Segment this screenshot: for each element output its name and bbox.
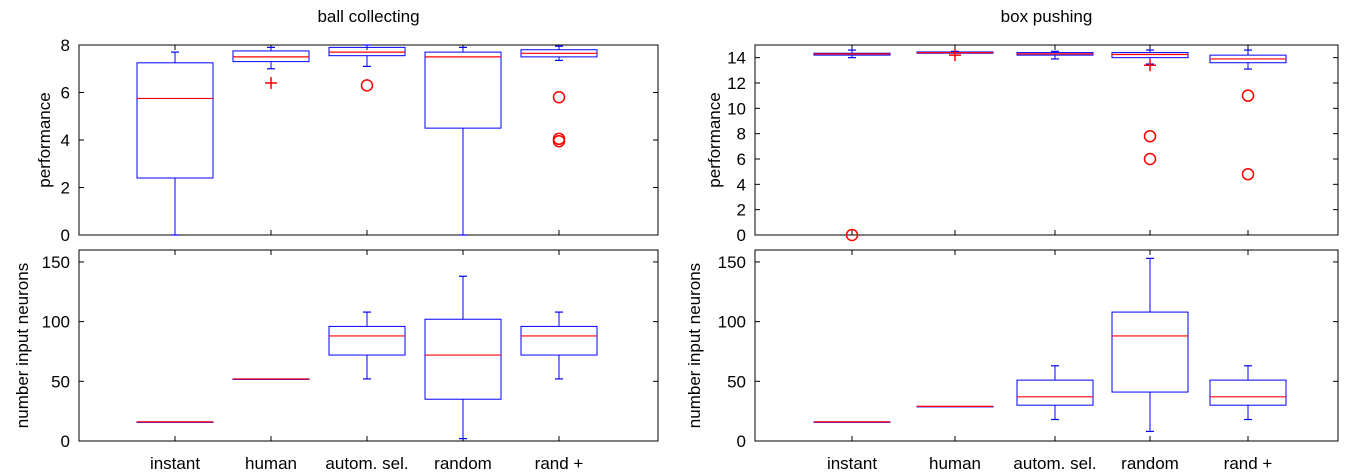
x-tick-label: random bbox=[1121, 454, 1179, 473]
box-rand- bbox=[1209, 379, 1287, 406]
x-tick-label: instant bbox=[150, 454, 200, 473]
y-tick-label: 0 bbox=[61, 226, 70, 245]
box-autom-sel- bbox=[1016, 379, 1094, 406]
x-tick-label: human bbox=[929, 454, 981, 473]
box-autom-sel- bbox=[328, 325, 406, 356]
y-tick-label: 14 bbox=[727, 49, 746, 68]
plot-frame bbox=[754, 249, 1339, 442]
y-tick-label: 50 bbox=[727, 372, 746, 391]
outlier-circle bbox=[1241, 167, 1255, 181]
box-rand- bbox=[520, 325, 598, 356]
y-axis-label: number input neurons bbox=[685, 263, 704, 428]
x-tick-label: instant bbox=[827, 454, 877, 473]
y-tick-label: 150 bbox=[42, 253, 70, 272]
y-tick-label: 0 bbox=[61, 432, 70, 451]
y-tick-label: 6 bbox=[737, 150, 746, 169]
y-tick-label: 50 bbox=[51, 372, 70, 391]
box-random bbox=[424, 318, 502, 400]
box-random bbox=[424, 51, 502, 129]
outlier-circle bbox=[1143, 152, 1157, 166]
y-tick-label: 0 bbox=[737, 226, 746, 245]
outlier-circle bbox=[552, 134, 566, 148]
x-tick-label: random bbox=[434, 454, 492, 473]
y-tick-label: 2 bbox=[737, 201, 746, 220]
y-axis-label: performance bbox=[35, 92, 54, 187]
y-tick-label: 100 bbox=[42, 313, 70, 332]
outlier-circle bbox=[552, 91, 566, 104]
chart-title: box pushing bbox=[1001, 7, 1093, 26]
outlier-circle bbox=[1143, 129, 1157, 143]
x-tick-label: human bbox=[245, 454, 297, 473]
x-tick-label: autom. sel. bbox=[325, 454, 408, 473]
box-random bbox=[1111, 52, 1189, 59]
x-tick-label: rand + bbox=[1224, 454, 1273, 473]
box-instant bbox=[136, 62, 214, 179]
plot-frame bbox=[78, 44, 659, 236]
y-tick-label: 2 bbox=[61, 179, 70, 198]
y-tick-label: 10 bbox=[727, 99, 746, 118]
y-tick-label: 8 bbox=[61, 36, 70, 55]
y-tick-label: 12 bbox=[727, 74, 746, 93]
y-tick-label: 4 bbox=[737, 175, 746, 194]
y-tick-label: 100 bbox=[718, 313, 746, 332]
outlier-circle bbox=[845, 228, 859, 242]
y-tick-label: 0 bbox=[737, 432, 746, 451]
outlier-circle bbox=[1241, 89, 1255, 102]
y-tick-label: 8 bbox=[737, 125, 746, 144]
y-tick-label: 6 bbox=[61, 84, 70, 103]
x-tick-label: rand + bbox=[535, 454, 584, 473]
outlier-circle bbox=[360, 79, 374, 92]
plot-frame bbox=[78, 249, 659, 442]
y-tick-label: 4 bbox=[61, 131, 70, 150]
plot-frame bbox=[754, 44, 1339, 236]
box-random bbox=[1111, 311, 1189, 393]
y-tick-label: 150 bbox=[718, 253, 746, 272]
y-axis-label: number input neurons bbox=[13, 263, 32, 428]
y-axis-label: performance bbox=[705, 92, 724, 187]
x-tick-label: autom. sel. bbox=[1013, 454, 1096, 473]
chart-title: ball collecting bbox=[317, 7, 419, 26]
